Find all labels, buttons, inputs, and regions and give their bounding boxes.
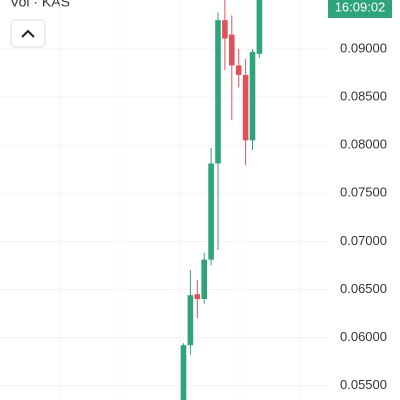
collapse-button[interactable] (10, 19, 46, 48)
y-tick-label: 0.08500 (340, 89, 387, 104)
candle-body (249, 51, 256, 141)
y-tick-label: 0.07500 (340, 185, 387, 200)
candle-body (235, 65, 242, 75)
candle-body (256, 0, 263, 54)
countdown-label: 16:09:02 (335, 0, 386, 14)
candle-body (187, 295, 194, 346)
candle-body (242, 75, 249, 141)
y-tick-label: 0.06000 (340, 329, 387, 344)
candle-body (208, 163, 214, 260)
y-tick-label: 0.09000 (340, 40, 387, 55)
candle-body (201, 259, 207, 300)
y-tick-label: 0.07000 (340, 233, 387, 248)
candle-body (194, 294, 201, 300)
countdown-badge (328, 0, 392, 18)
y-tick-label: 0.06500 (340, 281, 387, 296)
y-tick-label: 0.08000 (340, 137, 387, 152)
candle-body (215, 20, 221, 164)
candle-body (222, 20, 228, 39)
candle-body (180, 345, 187, 400)
chart-title: Vol · KAS (10, 0, 70, 10)
candle-body (229, 34, 235, 66)
chevron-up-icon[interactable] (21, 29, 35, 38)
y-tick-label: 0.05500 (340, 377, 387, 392)
button-frame[interactable] (10, 19, 46, 48)
